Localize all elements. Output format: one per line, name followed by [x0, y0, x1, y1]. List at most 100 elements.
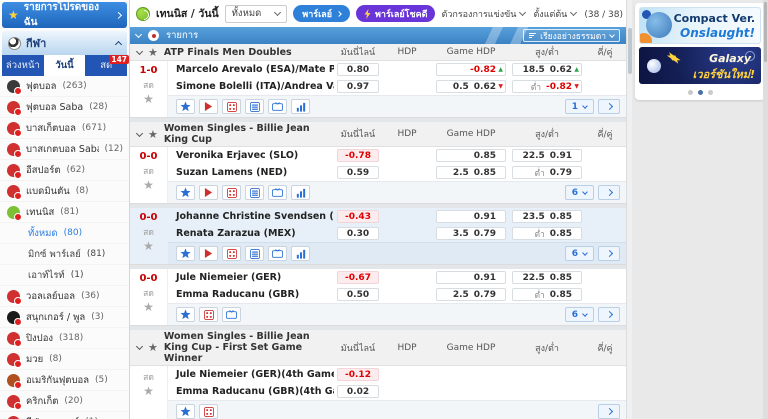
promo-banner-galaxy[interactable]: Galaxy เวอร์ชันใหม่!	[639, 47, 761, 84]
more-bets-dropdown[interactable]: 6	[565, 185, 594, 200]
star-icon[interactable]	[176, 185, 195, 200]
carousel-dot[interactable]	[698, 90, 703, 95]
sidebar-item-volleyball[interactable]: วอลเลย์บอล(36)	[0, 286, 129, 307]
star-icon[interactable]	[176, 307, 195, 322]
favorite-match-icon[interactable]: ★	[143, 386, 154, 396]
favorite-match-icon[interactable]: ★	[143, 241, 154, 251]
chart-icon[interactable]	[291, 246, 310, 261]
favorite-match-icon[interactable]: ★	[143, 302, 154, 312]
favorite-league-icon[interactable]: ★	[148, 46, 158, 59]
game-hdp-odds[interactable]: 3.50.79	[436, 227, 506, 240]
sidebar-item-badminton[interactable]: แบดมินตัน(8)	[0, 181, 129, 202]
sports-section-header[interactable]: กีฬา	[2, 31, 127, 55]
sidebar-item-esports[interactable]: อีสปอร์ต(62)	[0, 160, 129, 181]
scrollbar-thumb[interactable]	[628, 28, 632, 74]
sidebar-item-motorsport[interactable]: กีฬายานยนต์(1)	[0, 412, 129, 419]
collapse-icon[interactable]	[136, 47, 143, 54]
tab-early[interactable]: ล่วงหน้า	[2, 55, 44, 76]
more-bets-dropdown[interactable]: 1	[565, 99, 594, 114]
match-detail-button[interactable]	[598, 404, 620, 419]
game-hdp-odds[interactable]: 0.85	[436, 149, 506, 162]
collapse-all-icon[interactable]	[135, 31, 142, 38]
game-hdp-odds[interactable]: -0.82▲	[436, 63, 506, 76]
match-detail-button[interactable]	[598, 185, 620, 200]
play-icon[interactable]	[199, 185, 218, 200]
match-detail-button[interactable]	[598, 246, 620, 261]
page-scrollbar[interactable]	[763, 0, 768, 419]
moneyline-odds[interactable]: -0.67	[337, 271, 379, 284]
over-under-odds[interactable]: 18.50.62▲	[512, 63, 582, 76]
moneyline-odds[interactable]: 0.30	[337, 227, 379, 240]
collapse-icon[interactable]	[136, 343, 143, 350]
more-bets-dropdown[interactable]: 6	[565, 246, 594, 261]
tab-live[interactable]: สด 147	[85, 55, 127, 76]
favorites-bar[interactable]: ★ รายการโปรดของฉัน	[2, 2, 127, 28]
casino-icon[interactable]	[199, 404, 218, 419]
carousel-dot[interactable]	[708, 90, 713, 95]
over-under-odds[interactable]: 23.50.85	[512, 210, 582, 223]
chart-icon[interactable]	[291, 185, 310, 200]
market-filter-select[interactable]: ทั้งหมด	[225, 5, 288, 23]
match-detail-button[interactable]	[598, 307, 620, 322]
over-under-odds[interactable]: ต่ำ0.79	[512, 166, 582, 179]
over-under-odds[interactable]: ต่ำ0.85	[512, 227, 582, 240]
over-under-odds[interactable]: 22.50.85	[512, 271, 582, 284]
scrollbar-thumb[interactable]	[764, 2, 767, 62]
sidebar-item-basketball[interactable]: บาสเก็ตบอล(671)	[0, 118, 129, 139]
sort-order-button[interactable]: เรียงอย่างธรรมดา	[523, 29, 620, 42]
over-under-odds[interactable]: ต่ำ-0.82▼	[512, 80, 582, 93]
tv-icon[interactable]	[268, 246, 287, 261]
moneyline-odds[interactable]: 0.59	[337, 166, 379, 179]
favorite-league-icon[interactable]: ★	[148, 128, 158, 141]
game-hdp-odds[interactable]: 0.91	[436, 210, 506, 223]
tv-icon[interactable]	[268, 99, 287, 114]
parlay-button[interactable]: พาร์เลย์	[293, 5, 350, 22]
game-hdp-odds[interactable]: 2.50.79	[436, 288, 506, 301]
sidebar-item-basketball-saba[interactable]: บาสเกตบอล Saba(12)	[0, 139, 129, 160]
menu-icon[interactable]	[245, 99, 264, 114]
favorite-league-icon[interactable]: ★	[148, 341, 158, 354]
promo-banner-compact[interactable]: Compact Ver. Onslaught!	[639, 7, 761, 44]
menu-icon[interactable]	[245, 246, 264, 261]
collapse-icon[interactable]	[136, 129, 143, 136]
casino-icon[interactable]	[222, 246, 241, 261]
casino-icon[interactable]	[222, 185, 241, 200]
more-bets-dropdown[interactable]: 6	[565, 307, 594, 322]
moneyline-odds[interactable]: 0.80	[337, 63, 379, 76]
moneyline-odds[interactable]: 0.02	[337, 385, 379, 398]
sidebar-item-cricket[interactable]: คริกเก็ต(20)	[0, 391, 129, 412]
match-filter-dropdown[interactable]: ตัวกรองการแข่งขัน	[441, 7, 525, 21]
star-icon[interactable]	[176, 404, 195, 419]
over-under-odds[interactable]: ต่ำ0.85	[512, 288, 582, 301]
from-start-dropdown[interactable]: ตั้งแต่ต้น	[533, 7, 576, 21]
match-detail-button[interactable]	[598, 99, 620, 114]
favorite-match-icon[interactable]: ★	[143, 180, 154, 190]
sidebar-item-american-football[interactable]: อเมริกันฟุตบอล(5)	[0, 370, 129, 391]
game-hdp-odds[interactable]: 0.50.62▼	[436, 80, 506, 93]
sidebar-item-soccer[interactable]: ฟุตบอล(263)	[0, 76, 129, 97]
sidebar-item-tennis[interactable]: เทนนิส(81)	[0, 202, 129, 223]
play-icon[interactable]	[199, 246, 218, 261]
play-icon[interactable]	[199, 99, 218, 114]
menu-icon[interactable]	[245, 185, 264, 200]
casino-icon[interactable]	[199, 307, 218, 322]
sidebar-item-soccer-saba[interactable]: ฟุตบอล Saba(28)	[0, 97, 129, 118]
moneyline-odds[interactable]: -0.78	[337, 149, 379, 162]
chart-icon[interactable]	[291, 99, 310, 114]
star-icon[interactable]	[176, 99, 195, 114]
moneyline-odds[interactable]: -0.12	[337, 368, 379, 381]
sidebar-subitem[interactable]: เอาท์ไรท์(1)	[0, 265, 129, 286]
casino-icon[interactable]	[222, 99, 241, 114]
carousel-dot[interactable]	[688, 90, 693, 95]
game-hdp-odds[interactable]: 2.50.85	[436, 166, 506, 179]
favorite-match-icon[interactable]: ★	[143, 94, 154, 104]
sidebar-item-table-tennis[interactable]: ปิงปอง(318)	[0, 328, 129, 349]
over-under-odds[interactable]: 22.50.91	[512, 149, 582, 162]
tv-icon[interactable]	[268, 185, 287, 200]
game-hdp-odds[interactable]: 0.91	[436, 271, 506, 284]
moneyline-odds[interactable]: 0.50	[337, 288, 379, 301]
sidebar-item-boxing[interactable]: มวย(8)	[0, 349, 129, 370]
sidebar-subitem[interactable]: มิกซ์ พาร์เลย์(81)	[0, 244, 129, 265]
lucky-parlay-button[interactable]: พาร์เลย์โชคดี	[356, 5, 436, 22]
moneyline-odds[interactable]: -0.43	[337, 210, 379, 223]
